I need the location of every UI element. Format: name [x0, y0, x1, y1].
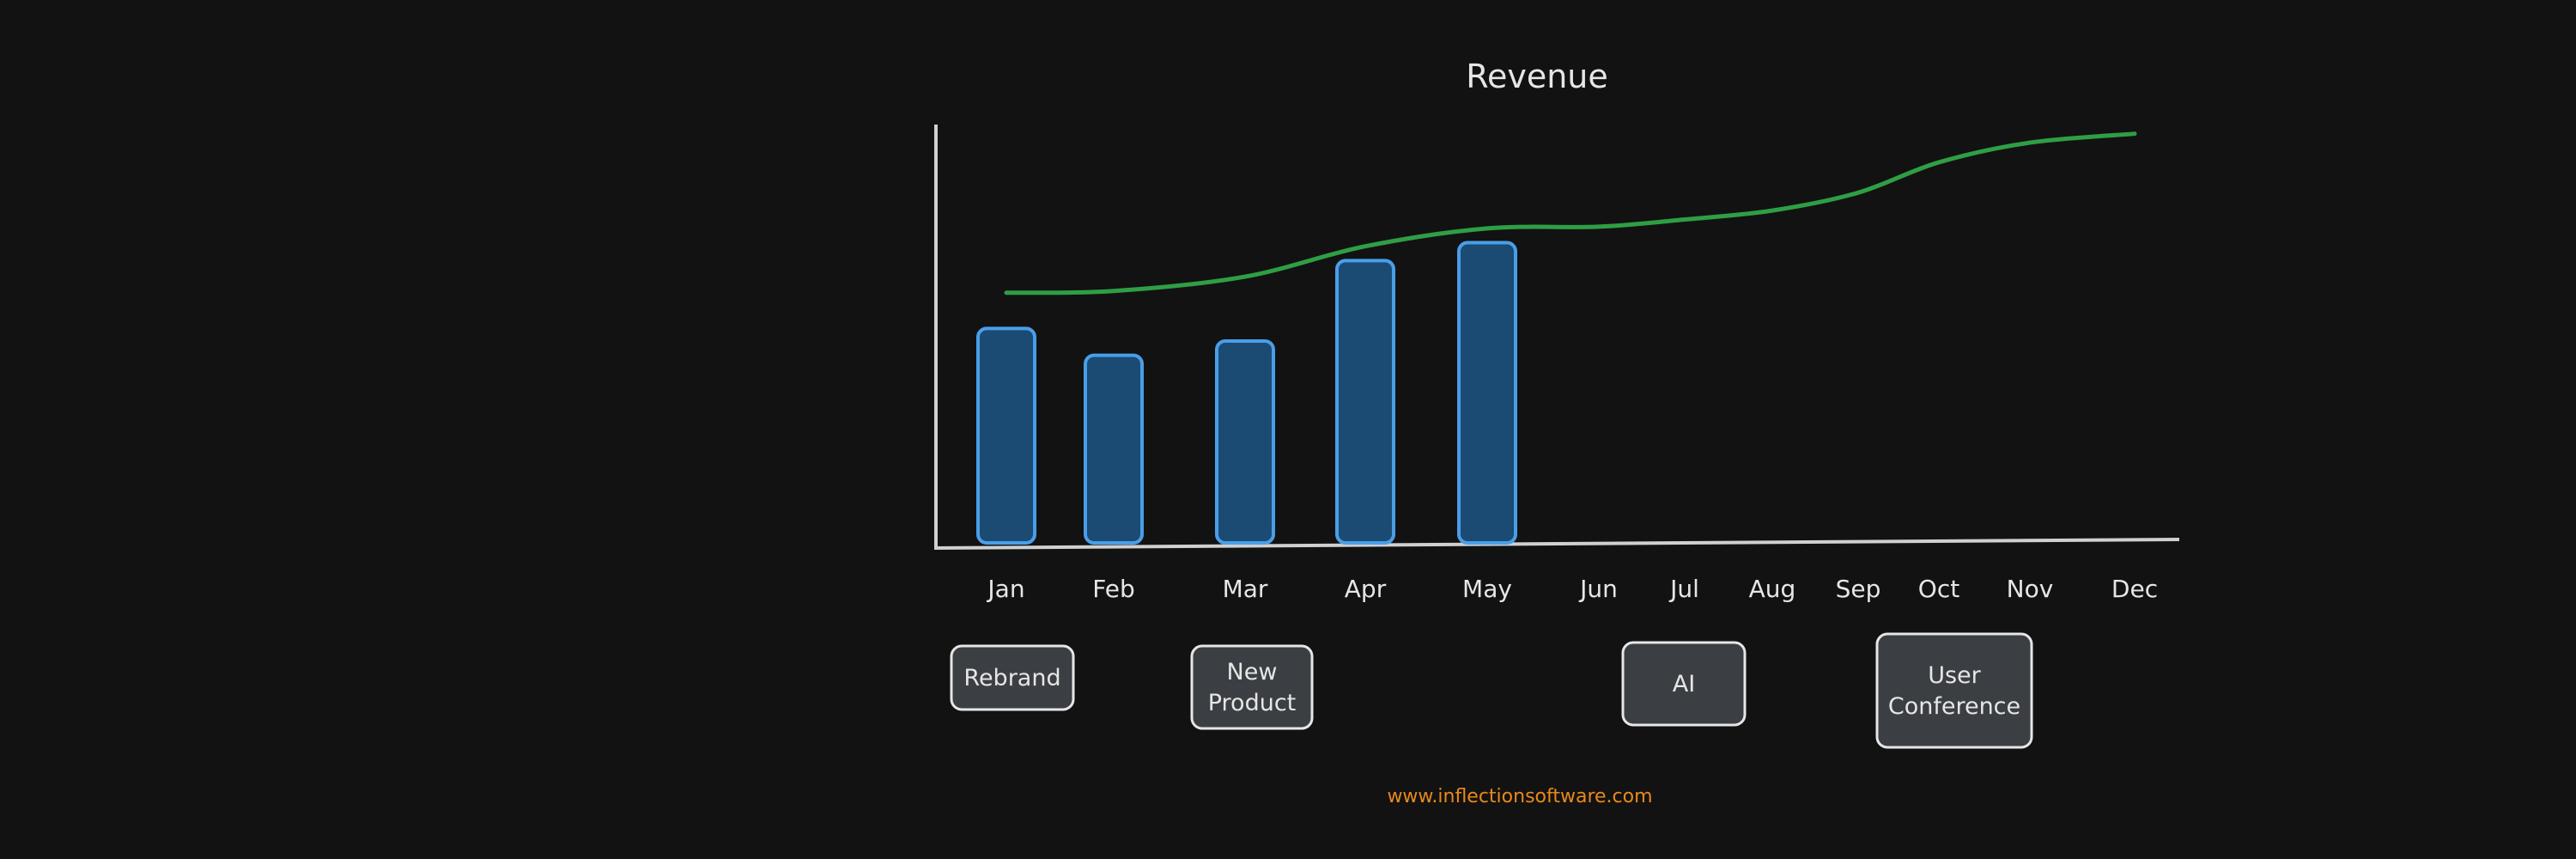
- tick-label-mar: Mar: [1223, 575, 1268, 603]
- tick-label-aug: Aug: [1749, 575, 1796, 603]
- bar-may: [1457, 241, 1517, 545]
- tick-label-jan: Jan: [986, 575, 1024, 603]
- event-rebrand: Rebrand: [950, 644, 1075, 711]
- event-box: [1875, 632, 2033, 749]
- tick-label-oct: Oct: [1918, 575, 1959, 603]
- line-point-may: [1485, 226, 1489, 230]
- event-label: Product: [1208, 690, 1297, 716]
- bar-series: [976, 241, 1517, 545]
- event-box: [1621, 641, 1747, 727]
- line-point-oct: [1937, 160, 1941, 164]
- line-point-sep: [1856, 191, 1860, 195]
- event-label: New: [1227, 659, 1278, 685]
- line-point-jul: [1683, 217, 1686, 222]
- tick-label-nov: Nov: [2007, 575, 2054, 603]
- bar-mar: [1215, 338, 1275, 545]
- bar-apr: [1335, 259, 1395, 545]
- tick-label-sep: Sep: [1836, 575, 1881, 603]
- line-point-aug: [1771, 209, 1774, 213]
- event-box: [1190, 644, 1314, 730]
- event-label: Conference: [1888, 693, 2020, 720]
- line-point-nov: [2028, 141, 2032, 145]
- line-point-feb: [1112, 289, 1115, 293]
- event-label: Rebrand: [963, 665, 1060, 691]
- event-ai: AI: [1621, 641, 1747, 727]
- event-label: User: [1928, 662, 1981, 689]
- tick-label-dec: Dec: [2111, 575, 2158, 603]
- tick-label-may: May: [1462, 575, 1512, 603]
- footer-url[interactable]: www.inflectionsoftware.com: [1387, 786, 1652, 807]
- line-point-dec: [2133, 131, 2136, 136]
- bar-jan: [976, 326, 1036, 545]
- event-box: [950, 644, 1075, 711]
- tick-label-jun: Jun: [1578, 575, 1618, 603]
- line-point-apr: [1364, 244, 1367, 248]
- tick-label-jul: Jul: [1668, 575, 1699, 603]
- line-point-jan: [1005, 290, 1008, 295]
- x-axis: [933, 538, 2180, 550]
- event-new-product: New Product: [1190, 644, 1314, 730]
- line-point-jun: [1597, 224, 1601, 228]
- event-annotations: Rebrand New Product AI User Conference: [950, 632, 2033, 749]
- revenue-trend-line: [1004, 131, 2137, 295]
- line-series: [1004, 131, 2137, 295]
- line-point-mar: [1243, 275, 1247, 279]
- chart-title: Revenue: [1466, 58, 1608, 95]
- event-user-conference: User Conference: [1875, 632, 2033, 749]
- bar-feb: [1084, 353, 1144, 545]
- x-tick-labels: Jan Feb Mar Apr May Jun Jul Aug Sep Oct Nov Dec: [986, 575, 2158, 603]
- tick-label-apr: Apr: [1345, 575, 1387, 603]
- event-label: AI: [1673, 671, 1695, 698]
- tick-label-feb: Feb: [1092, 575, 1135, 603]
